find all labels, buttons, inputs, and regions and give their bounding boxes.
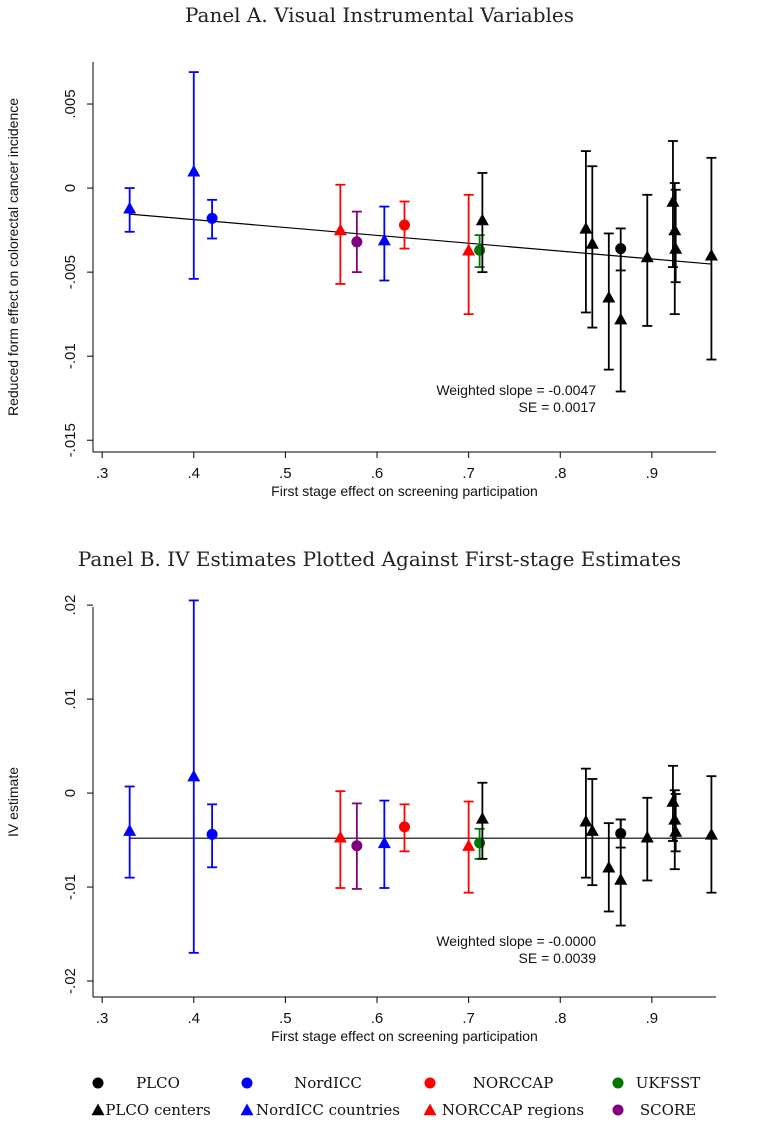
data-point-triangle [666, 795, 680, 807]
legend-label: NordICC countries [256, 1101, 400, 1119]
data-point-circle [474, 244, 486, 256]
data-point-triangle [668, 812, 682, 825]
slope-annotation: Weighted slope = -0.0000 [436, 933, 596, 949]
data-point-triangle [333, 830, 347, 843]
data-point-circle [474, 837, 486, 849]
x-tick-label: .5 [279, 465, 292, 482]
y-axis-label: Reduced form effect on colorectal cancer… [5, 98, 21, 416]
data-point-triangle [669, 242, 683, 254]
y-tick-label: -.005 [62, 255, 79, 289]
data-point-circle [351, 236, 363, 248]
y-tick-label: -.01 [62, 343, 79, 369]
y-tick-label: .02 [62, 595, 79, 616]
data-point-triangle [462, 839, 476, 851]
data-point-triangle [614, 312, 628, 325]
x-tick-label: .8 [554, 465, 567, 482]
data-point-triangle [187, 164, 201, 177]
x-tick-label: .8 [554, 1010, 567, 1027]
data-point-triangle [585, 237, 599, 249]
legend: PLCO NordICC NORCCAP UKFSST PLCO centers Nord… [91, 1074, 701, 1119]
x-tick-label: .7 [462, 465, 475, 482]
legend-marker-circle [92, 1077, 104, 1089]
data-point-triangle [187, 769, 201, 782]
legend-label: NORCCAP [473, 1074, 554, 1092]
x-tick-label: .3 [96, 1010, 109, 1027]
x-axis-label: First stage effect on screening particip… [271, 1028, 538, 1044]
data-point-triangle [640, 250, 654, 263]
data-point-circle [206, 212, 218, 224]
data-point-triangle [475, 213, 489, 226]
data-point-circle [399, 821, 410, 833]
data-point-circle [351, 840, 363, 852]
y-tick-label: .01 [62, 689, 79, 710]
data-point-triangle [123, 824, 137, 836]
fit-line [129, 213, 712, 265]
y-axis-label: IV estimate [5, 767, 21, 837]
x-tick-label: .5 [279, 1010, 292, 1027]
y-tick-label: -.015 [62, 423, 79, 457]
x-tick-label: .6 [371, 1010, 384, 1027]
data-point-triangle [602, 860, 616, 873]
panel-b: Panel B. IV Estimates Plotted Against Fi… [5, 547, 718, 1044]
data-point-circle [206, 828, 218, 840]
data-point-circle [399, 219, 410, 231]
legend-marker-circle [612, 1077, 624, 1089]
legend-marker-circle [424, 1077, 436, 1089]
data-point-triangle [602, 290, 616, 303]
x-tick-label: .9 [646, 1010, 659, 1027]
legend-label: UKFSST [636, 1074, 701, 1092]
se-annotation: SE = 0.0017 [519, 399, 597, 415]
legend-marker-triangle [240, 1103, 254, 1116]
legend-marker-circle [612, 1104, 624, 1116]
data-point-triangle [462, 243, 476, 256]
data-point-triangle [377, 836, 391, 849]
panel-title: Panel B. IV Estimates Plotted Against Fi… [78, 547, 681, 571]
legend-marker-triangle [423, 1103, 437, 1116]
x-tick-label: .6 [371, 465, 384, 482]
data-point-triangle [579, 221, 593, 234]
data-point-triangle [704, 827, 718, 840]
se-annotation: SE = 0.0039 [519, 950, 597, 966]
x-tick-label: .3 [96, 465, 109, 482]
data-point-triangle [669, 825, 683, 837]
x-tick-label: .4 [188, 465, 201, 482]
legend-label: NORCCAP regions [442, 1101, 584, 1119]
panel-a: Panel A. Visual Instrumental Variables .3… [5, 3, 718, 499]
x-tick-label: .7 [462, 1010, 475, 1027]
legend-label: NordICC [294, 1074, 362, 1092]
data-point-triangle [475, 811, 489, 824]
data-point-triangle [704, 248, 718, 261]
data-point-triangle [640, 830, 654, 843]
data-point-triangle [377, 233, 391, 246]
y-tick-label: 0 [62, 184, 79, 192]
y-tick-label: .005 [62, 89, 79, 118]
legend-marker-triangle [91, 1103, 105, 1116]
data-point-triangle [585, 824, 599, 836]
data-point-triangle [614, 873, 628, 885]
data-point-triangle [668, 223, 682, 236]
data-point-circle [615, 827, 627, 839]
legend-label: SCORE [640, 1101, 696, 1119]
x-tick-label: .4 [188, 1010, 201, 1027]
y-tick-label: -.02 [62, 968, 79, 994]
panel-title: Panel A. Visual Instrumental Variables [185, 3, 574, 27]
slope-annotation: Weighted slope = -0.0047 [436, 382, 596, 398]
x-axis-label: First stage effect on screening particip… [271, 483, 538, 499]
data-point-triangle [333, 223, 347, 236]
legend-label: PLCO centers [105, 1101, 210, 1119]
legend-label: PLCO [136, 1074, 180, 1092]
data-point-triangle [579, 814, 593, 827]
legend-marker-circle [241, 1077, 253, 1089]
y-tick-label: -.01 [62, 874, 79, 900]
data-point-circle [615, 243, 627, 255]
y-tick-label: 0 [62, 789, 79, 797]
data-point-triangle [666, 195, 680, 207]
x-tick-label: .9 [646, 465, 659, 482]
data-point-triangle [123, 201, 137, 214]
